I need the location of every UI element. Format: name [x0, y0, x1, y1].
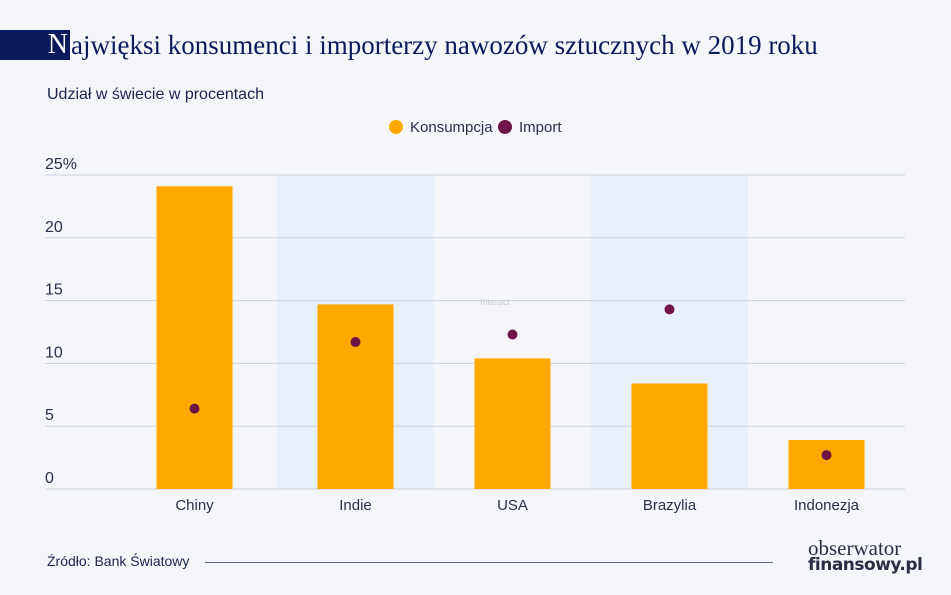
- x-tick-label: USA: [497, 497, 528, 514]
- bar-indonezja: [788, 440, 865, 489]
- bar-chiny: [156, 186, 233, 489]
- source-note: Źródło: Bank Światowy: [47, 553, 190, 569]
- source-divider: [205, 562, 773, 563]
- y-tick-label: 15: [45, 282, 63, 299]
- chart-subtitle: Udział w świecie w procentach: [47, 86, 264, 103]
- legend-marker-konsumpcja: [389, 120, 403, 134]
- y-tick-label: 5: [45, 407, 54, 424]
- chart-title: N ajwięksi konsumenci i importerzy nawoz…: [0, 29, 818, 60]
- x-tick-label: Brazylia: [643, 497, 697, 514]
- legend-marker-import: [498, 120, 512, 134]
- title-text: ajwięksi konsumenci i importerzy nawozów…: [71, 29, 818, 60]
- watermark-text: Interact: [480, 297, 511, 307]
- y-tick-label: 0: [45, 470, 54, 487]
- bar-indie: [317, 304, 394, 489]
- bar-brazylia: [631, 383, 708, 489]
- y-tick-label: 25%: [45, 156, 77, 173]
- legend-label-konsumpcja: Konsumpcja: [410, 119, 493, 136]
- x-tick-label: Indie: [339, 497, 372, 514]
- legend-label-import: Import: [519, 119, 562, 136]
- title-initial: N: [0, 29, 70, 60]
- y-tick-label: 10: [45, 344, 63, 361]
- x-tick-label: Indonezja: [794, 497, 860, 514]
- import-point-indie: [350, 337, 361, 348]
- import-point-chiny: [189, 403, 200, 414]
- x-tick-label: Chiny: [175, 497, 214, 514]
- import-point-usa: [507, 329, 518, 340]
- import-point-indonezja: [821, 450, 832, 461]
- bar-usa: [474, 358, 551, 489]
- logo: obserwator finansowy.pl: [808, 536, 923, 575]
- y-tick-label: 20: [45, 219, 63, 236]
- import-point-brazylia: [664, 304, 675, 315]
